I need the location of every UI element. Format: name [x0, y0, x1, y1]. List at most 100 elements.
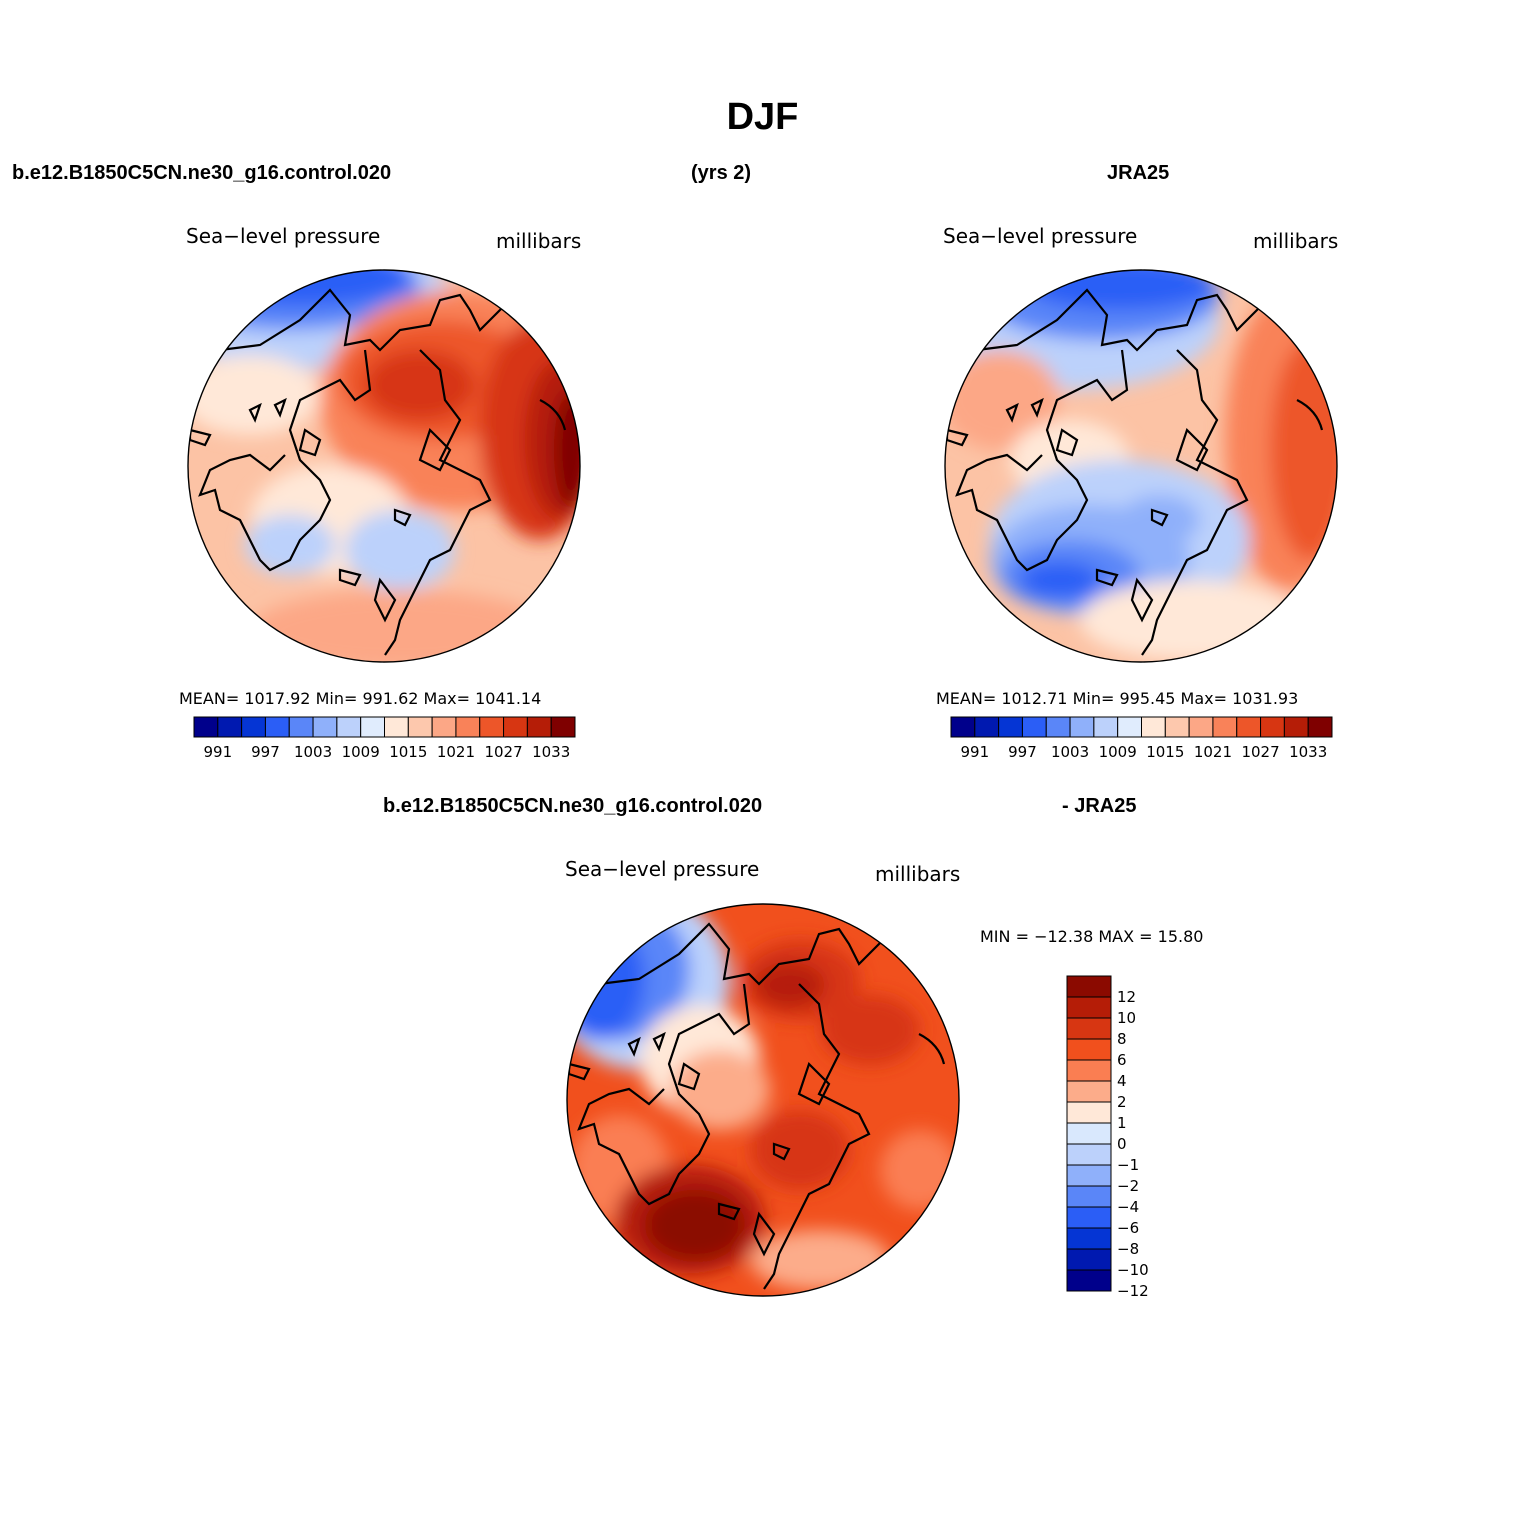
obs-stats: MEAN= 1012.71 Min= 995.45 Max= 1031.93 [936, 689, 1299, 708]
model-colorbar-swatch [288, 716, 314, 738]
model-colorbar-swatch [479, 716, 505, 738]
model-colorbar-swatch [431, 716, 457, 738]
diff-colorbar-tick-label: 1 [1117, 1114, 1127, 1132]
model-colorbar-tick-label: 997 [251, 743, 280, 761]
model-colorbar-swatch [526, 716, 552, 738]
diff-colorbar-swatch [1066, 1206, 1112, 1229]
obs-colorbar-swatch [1045, 716, 1071, 738]
diff-colorbar-swatch [1066, 1017, 1112, 1040]
obs-colorbar-swatch [950, 716, 976, 738]
model-colorbar-swatch [241, 716, 266, 738]
diff-colorbar-swatch [1066, 1227, 1112, 1250]
obs-colorbar-tick-label: 997 [1008, 743, 1037, 761]
diff-colorbar-tick-label: −2 [1117, 1177, 1139, 1195]
diff-title-left: b.e12.B1850C5CN.ne30_g16.control.020 [383, 795, 763, 817]
obs-colorbar: 991 997 1003 1009 1015 1021 1027 1033 [950, 716, 1333, 761]
obs-colorbar-swatch [1236, 716, 1262, 738]
diff-colorbar-swatch [1066, 1185, 1112, 1208]
diff-colorbar-swatch [1066, 1122, 1112, 1145]
model-colorbar-swatch [407, 716, 433, 738]
diff-colorbar-tick-label: 10 [1117, 1009, 1136, 1027]
diff-title-right: - JRA25 [1062, 795, 1137, 817]
model-colorbar-swatch [503, 716, 528, 738]
model-colorbar-swatch [550, 716, 576, 738]
figure-title: DJF [726, 96, 799, 138]
model-colorbar-swatch [455, 716, 481, 738]
diff-stats: MIN = −12.38 MAX = 15.80 [980, 927, 1204, 946]
model-colorbar-tick-label: 1021 [437, 743, 475, 761]
model-coastlines [188, 288, 567, 656]
model-colorbar-tick-label: 991 [203, 743, 232, 761]
obs-colorbar-swatch [974, 716, 1000, 738]
model-slp-map [187, 269, 581, 663]
model-colorbar-swatch [360, 716, 385, 738]
diff-colorbar-swatch [1066, 1248, 1112, 1271]
model-colorbar-swatch [217, 716, 243, 738]
obs-colorbar-swatch [1260, 716, 1285, 738]
model-colorbar: 991 997 1003 1009 1015 1021 1027 1033 [193, 716, 576, 761]
obs-units-label: millibars [1253, 229, 1339, 253]
obs-colorbar-swatch [1069, 716, 1095, 738]
diff-colorbar-swatch [1066, 975, 1112, 998]
diff-colorbar-swatch [1066, 1059, 1112, 1082]
model-colorbar-tick-label: 1027 [484, 743, 522, 761]
obs-colorbar-swatch [1021, 716, 1047, 738]
model-colorbar-tick-label: 1015 [389, 743, 427, 761]
obs-colorbar-swatch [1307, 716, 1333, 738]
obs-colorbar-tick-label: 1015 [1146, 743, 1184, 761]
diff-colorbar-tick-label: −8 [1117, 1240, 1139, 1258]
diff-colorbar-tick-label: 0 [1117, 1135, 1127, 1153]
model-colorbar-tick-label: 1003 [294, 743, 332, 761]
obs-colorbar-tick-label: 1009 [1099, 743, 1137, 761]
diff-slp-map [566, 903, 960, 1297]
model-colorbar-swatch [264, 716, 290, 738]
model-colorbar-tick-label: 1009 [342, 743, 380, 761]
diff-colorbar-tick-label: 2 [1117, 1093, 1127, 1111]
diff-colorbar-tick-label: −10 [1117, 1261, 1149, 1279]
diff-variable-label: Sea−level pressure [565, 857, 760, 881]
diff-units-label: millibars [875, 862, 961, 886]
diff-colorbar-swatch [1066, 1080, 1112, 1103]
diff-colorbar-tick-label: −6 [1117, 1219, 1139, 1237]
diff-colorbar-swatch [1066, 1269, 1112, 1292]
years-heading: (yrs 2) [691, 162, 752, 184]
diff-colorbar-tick-label: −4 [1117, 1198, 1139, 1216]
obs-colorbar-swatch [1093, 716, 1119, 738]
diff-colorbar-tick-label: 8 [1117, 1030, 1127, 1048]
model-colorbar-tick-label: 1033 [532, 743, 570, 761]
obs-colorbar-swatch [1141, 716, 1166, 738]
model-colorbar-swatch [384, 716, 409, 738]
model-colorbar-swatch [312, 716, 338, 738]
obs-colorbar-swatch [1188, 716, 1214, 738]
diff-colorbar-swatch [1066, 1164, 1112, 1187]
model-stats: MEAN= 1017.92 Min= 991.62 Max= 1041.14 [179, 689, 542, 708]
diff-colorbar-tick-label: 4 [1117, 1072, 1127, 1090]
case-name-heading: b.e12.B1850C5CN.ne30_g16.control.020 [12, 162, 392, 184]
diff-coastlines [567, 922, 946, 1290]
diff-colorbar-tick-label: 6 [1117, 1051, 1127, 1069]
diff-colorbar-swatch [1066, 996, 1112, 1019]
obs-slp-map [944, 269, 1338, 663]
diff-colorbar-swatch [1066, 1101, 1112, 1124]
obs-colorbar-swatch [998, 716, 1023, 738]
diff-colorbar-swatch [1066, 1038, 1112, 1061]
obs-colorbar-swatch [1283, 716, 1309, 738]
obs-coastlines [945, 288, 1324, 656]
obs-variable-label: Sea−level pressure [943, 224, 1138, 248]
model-colorbar-swatch [336, 716, 362, 738]
obs-colorbar-tick-label: 1021 [1194, 743, 1232, 761]
diff-colorbar-tick-label: −12 [1117, 1282, 1149, 1300]
obs-colorbar-swatch [1117, 716, 1142, 738]
obs-colorbar-tick-label: 1033 [1289, 743, 1327, 761]
model-variable-label: Sea−level pressure [186, 224, 381, 248]
diff-colorbar-tick-label: −1 [1117, 1156, 1139, 1174]
model-units-label: millibars [496, 229, 582, 253]
obs-name-heading: JRA25 [1107, 162, 1170, 184]
diff-colorbar-tick-label: 12 [1117, 988, 1136, 1006]
obs-colorbar-tick-label: 991 [960, 743, 989, 761]
diff-colorbar-swatch [1066, 1143, 1112, 1166]
model-colorbar-swatch [193, 716, 219, 738]
obs-colorbar-swatch [1212, 716, 1238, 738]
